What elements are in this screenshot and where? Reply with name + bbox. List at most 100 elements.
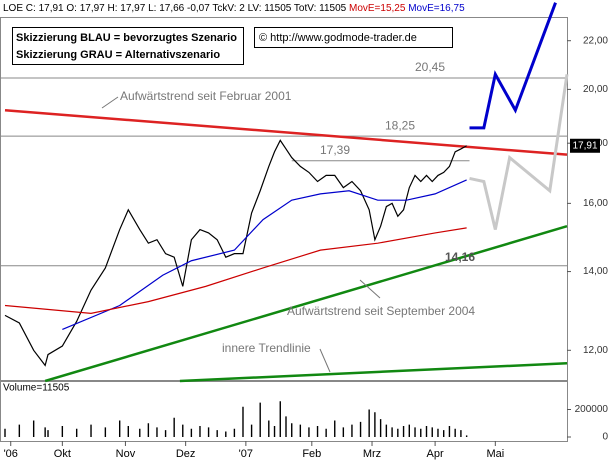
- level-label: 17,39: [320, 143, 350, 157]
- price-box: [570, 138, 600, 153]
- volume-bar: [118, 420, 121, 437]
- volume-bar: [61, 426, 64, 437]
- volume-bar: [437, 428, 439, 437]
- volume-bar: [182, 424, 184, 437]
- header-ma-red: MovE=15,25: [349, 3, 406, 14]
- trendline: [4, 108, 568, 156]
- header-quote: LOE C: 17,91 O: 17,97 H: 17,97 L: 17,66 …: [3, 3, 347, 14]
- x-tick-label: Okt: [54, 448, 71, 460]
- trendline: [44, 225, 568, 383]
- volume-bar: [173, 417, 175, 437]
- volume-bar: [460, 430, 462, 437]
- volume-bar: [431, 427, 433, 437]
- y-tick-label: 22,00: [583, 35, 608, 46]
- header: LOE C: 17,91 O: 17,97 H: 17,97 L: 17,66 …: [3, 3, 465, 14]
- volume-bar: [454, 428, 456, 437]
- volume-bar: [75, 428, 78, 437]
- volume-bar: [359, 421, 362, 437]
- copyright: © http://www.godmode-trader.de: [259, 32, 417, 44]
- volume-bar: [104, 427, 107, 437]
- volume-bar: [207, 427, 210, 437]
- volume-bar: [279, 401, 281, 437]
- volume-bar: [316, 426, 319, 437]
- volume-bar: [443, 430, 445, 437]
- volume-bar: [233, 428, 236, 437]
- volume-bar: [127, 426, 129, 437]
- y-tick-label: 0: [602, 432, 608, 443]
- volume-bar: [156, 427, 158, 437]
- series-line: [4, 227, 467, 314]
- x-tick-label: Mai: [486, 448, 504, 460]
- volume-bar: [139, 428, 141, 437]
- level-label: 20,45: [415, 60, 445, 74]
- volume-bar: [448, 426, 451, 437]
- header-ma-blue: MovE=16,75: [408, 3, 465, 14]
- volume-bar: [90, 424, 92, 437]
- volume-bar: [164, 430, 167, 437]
- x-tick-label: Apr: [427, 448, 444, 460]
- legend-line: Skizzierung BLAU = bevorzugtes Szenario: [16, 32, 237, 44]
- volume-bar: [242, 406, 244, 437]
- y-tick-label: 200000: [575, 404, 609, 415]
- x-tick-label: '07: [239, 448, 253, 460]
- annotation: innere Trendlinie: [222, 341, 311, 355]
- volume-bar: [325, 428, 327, 437]
- volume-bar: [368, 409, 370, 437]
- volume-bar: [259, 402, 261, 437]
- series-line: [4, 139, 467, 367]
- volume-bar: [414, 427, 416, 437]
- legend-box: [12, 27, 244, 65]
- x-tick-label: Mrz: [363, 448, 381, 460]
- annotation: Aufwärtstrend seit September 2004: [287, 304, 475, 318]
- volume-bar: [18, 424, 21, 437]
- volume-bar: [425, 426, 428, 437]
- level-label: 18,25: [385, 118, 415, 132]
- plot-frame: [0, 17, 568, 381]
- volume-frame: [0, 381, 568, 442]
- x-tick-label: Nov: [116, 448, 136, 460]
- volume-bar: [308, 427, 310, 437]
- volume-bar: [408, 424, 410, 437]
- volume-bar: [334, 420, 336, 437]
- volume-bar: [32, 420, 35, 437]
- arrow: [101, 96, 119, 109]
- level-label: 14,16: [445, 250, 475, 264]
- volume-bar: [268, 420, 270, 437]
- series-line: [62, 179, 467, 331]
- volume-bar: [273, 426, 276, 437]
- volume-bar: [397, 428, 399, 437]
- volume-bar: [4, 428, 6, 437]
- volume-bar: [225, 431, 227, 437]
- annotation: Aufwärtstrend seit Februar 2001: [120, 89, 292, 103]
- volume-bar: [199, 426, 201, 437]
- price-label: 17,91: [572, 140, 597, 151]
- volume-bar: [465, 435, 468, 437]
- y-tick-label: 12,00: [583, 345, 608, 356]
- volume-bar: [420, 428, 422, 437]
- volume-bar: [342, 427, 345, 437]
- arrow: [319, 348, 331, 373]
- volume-bar: [291, 423, 293, 437]
- series-line: [469, 74, 569, 230]
- volume-bar: [285, 416, 287, 437]
- volume-bar: [299, 424, 302, 437]
- volume-title: Volume=11505: [3, 383, 70, 394]
- volume-bar: [190, 428, 193, 437]
- y-tick-label: 20,00: [583, 84, 608, 95]
- legend-line: Skizzierung GRAU = Alternativszenario: [16, 49, 220, 61]
- volume-bar: [351, 424, 353, 437]
- volume-bar: [391, 427, 393, 437]
- annotation-arrows: [101, 96, 381, 373]
- x-tick-label: Feb: [302, 448, 321, 460]
- volume-bar: [47, 430, 49, 437]
- series-line: [469, 2, 557, 130]
- volume-bar: [216, 430, 218, 437]
- volume-bar: [374, 412, 376, 437]
- y-tick-label: 14,00: [583, 266, 608, 277]
- volume-bar: [385, 424, 388, 437]
- volume-bar: [147, 423, 150, 437]
- volume-bar: [402, 426, 405, 437]
- volume-bar: [44, 427, 46, 437]
